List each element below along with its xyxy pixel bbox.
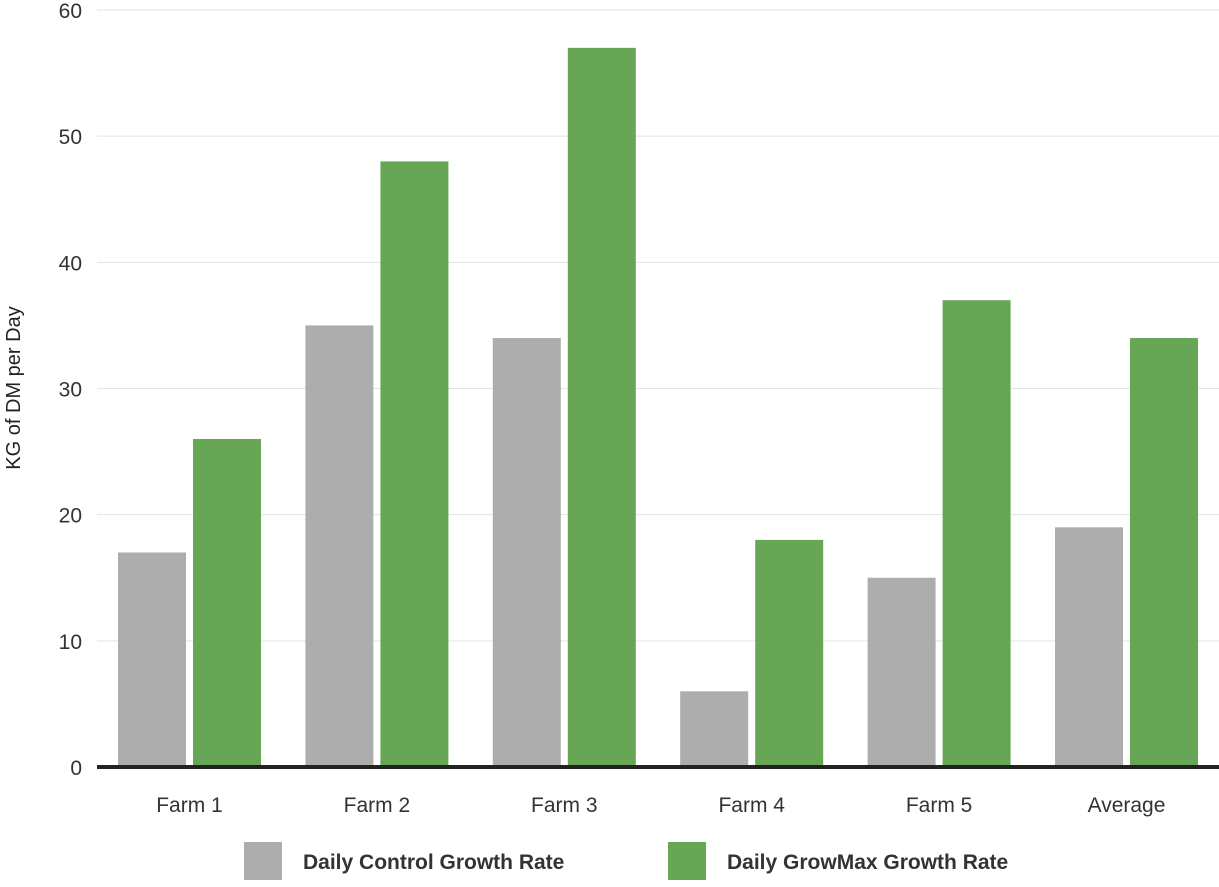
y-axis-ticks: 0 10 20 30 40 50 60 [59, 0, 82, 780]
legend-swatch-growmax [668, 842, 706, 880]
bar-growmax-1 [193, 438, 261, 767]
y-tick-label: 50 [59, 126, 82, 149]
bar-control-4 [680, 691, 749, 767]
bar-control-6 [1055, 527, 1123, 767]
x-tick-label: Farm 4 [718, 794, 785, 817]
y-tick-label: 60 [59, 0, 82, 23]
legend-label-growmax: Daily GrowMax Growth Rate [727, 851, 1008, 874]
legend: Daily Control Growth Rate Daily GrowMax G… [244, 842, 1008, 880]
x-tick-label: Average [1088, 794, 1166, 817]
x-tick-label: Farm 5 [906, 794, 973, 817]
bar-growmax-6 [1130, 338, 1198, 767]
bar-growmax-5 [942, 300, 1011, 767]
x-tick-label: Farm 1 [156, 794, 223, 817]
x-tick-label: Farm 2 [344, 794, 411, 817]
bar-control-1 [118, 552, 186, 767]
legend-swatch-control [244, 842, 282, 880]
bar-growmax-3 [567, 47, 636, 768]
gridlines [97, 9, 1219, 642]
bar-growmax-2 [380, 161, 449, 767]
bar-control-2 [305, 325, 374, 767]
y-axis-title: KG of DM per Day [3, 306, 25, 469]
bars [118, 47, 1198, 768]
x-axis-ticks: Farm 1 Farm 2 Farm 3 Farm 4 Farm 5 Average [156, 794, 1165, 817]
y-tick-label: 10 [59, 631, 82, 654]
y-tick-label: 20 [59, 505, 82, 528]
bar-control-3 [492, 338, 561, 767]
bar-growmax-4 [755, 539, 824, 767]
bar-control-5 [867, 577, 936, 767]
y-tick-label: 40 [59, 252, 82, 275]
legend-label-control: Daily Control Growth Rate [303, 851, 564, 874]
y-tick-label: 0 [70, 757, 82, 780]
x-tick-label: Farm 3 [531, 794, 598, 817]
y-tick-label: 30 [59, 379, 82, 402]
